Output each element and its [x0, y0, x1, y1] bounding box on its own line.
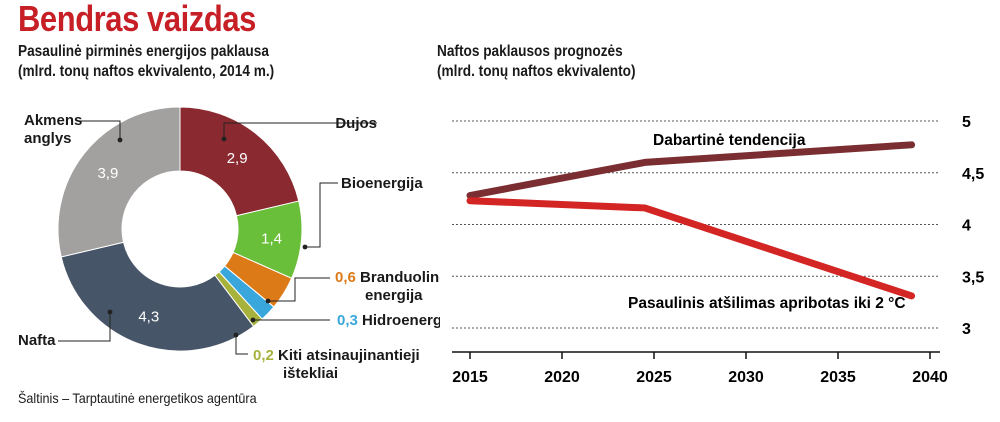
donut-label-gas: Dujos [335, 115, 377, 132]
series-label-trend: Dabartinė tendencija [653, 132, 806, 149]
donut-label-bio: Bioenergija [341, 175, 423, 192]
leader-line-gas [223, 122, 377, 139]
line-chart-units: (mlrd. tonų naftos ekvivalento) [437, 63, 636, 80]
leader-dot-nuclear [265, 298, 271, 304]
x-tick-label: 2015 [452, 369, 488, 386]
line-chart: 3 3,5 4 4,5 5 2015 2020 2025 2030 2035 2040 Dabarti… [452, 114, 984, 386]
line-chart-subtitle: Naftos paklausos prognozės (mlrd. tonų n… [437, 42, 636, 82]
donut-value-bio: 1,4 [261, 230, 282, 247]
y-tick-label: 4 [962, 218, 971, 235]
leader-dot-hydro [250, 317, 256, 323]
source-note: Šaltinis – Tarptautinė energetikos agent… [18, 390, 257, 406]
donut-label-text-coal: Akmens [24, 112, 82, 129]
series-line-climate [466, 197, 916, 300]
donut-label-text-other: ištekliai [283, 365, 338, 382]
donut-chart-title: Pasaulinė pirminės energijos paklausa [18, 43, 269, 60]
leader-line-oil [58, 312, 111, 342]
x-tick-label: 2040 [912, 369, 948, 386]
y-tick-label: 3,5 [962, 269, 984, 286]
donut-value-other: 0,2 [253, 347, 278, 364]
series-label-climate: Pasaulinis atšilimas apribotas iki 2 °C [628, 295, 906, 312]
donut-label-text-coal: anglys [24, 130, 72, 147]
leader-line-nuclear [268, 277, 330, 302]
line-chart-title: Naftos paklausos prognozės [437, 43, 623, 60]
donut-label-text-gas: Dujos [335, 115, 377, 132]
x-tick-label: 2020 [544, 369, 580, 386]
donut-value-oil: 4,3 [138, 309, 159, 326]
x-tick-label: 2035 [820, 369, 856, 386]
x-tick-label: 2025 [636, 369, 672, 386]
donut-label-coal: Akmens anglys [24, 112, 82, 147]
leader-dot-other [233, 332, 239, 338]
donut-value-hydro: 0,3 [337, 312, 362, 329]
donut-label-text-nuclear: energija [365, 287, 423, 304]
page-title: Bendras vaizdas [18, 0, 256, 39]
leader-line-other [235, 335, 248, 355]
x-tick-label: 2030 [728, 369, 764, 386]
donut-slice-gas [179, 106, 300, 217]
leader-line-coal [78, 120, 121, 140]
leader-line-bio [305, 182, 338, 248]
donut-label-text-other: Kiti atsinaujinantieji [278, 347, 420, 364]
donut-slice-coal [57, 106, 181, 258]
donut-chart: 2,9 1,4 4,3 3,9 Dujos Bioenergija 0,6 Branduol… [18, 106, 440, 382]
donut-label-other: 0,2 Kiti atsinaujinantieji ištekliai [253, 347, 420, 382]
leader-dot-bio [302, 244, 308, 250]
series-line-trend [466, 141, 916, 200]
donut-value-gas: 2,9 [227, 150, 248, 167]
leader-dot-oil [107, 309, 113, 315]
y-tick-label: 4,5 [962, 166, 984, 183]
donut-slice-oil [60, 241, 255, 352]
y-tick-label: 3 [962, 321, 971, 338]
donut-chart-units: (mlrd. tonų naftos ekvivalento, 2014 m.) [18, 63, 275, 80]
donut-label-nuclear: 0,6 Branduolinė energija [335, 269, 440, 304]
donut-label-hydro: 0,3 Hidroenergija [337, 312, 440, 329]
donut-value-nuclear: 0,6 [335, 269, 360, 286]
donut-label-text-oil: Nafta [18, 332, 56, 349]
y-tick-label: 5 [962, 114, 971, 131]
leader-dot-gas [221, 136, 227, 142]
donut-label-oil: Nafta [18, 332, 56, 349]
donut-chart-subtitle: Pasaulinė pirminės energijos paklausa (m… [18, 42, 274, 82]
leader-dot-coal [117, 137, 123, 143]
donut-label-text-hydro: Hidroenergija [362, 312, 440, 329]
donut-value-coal: 3,9 [97, 165, 118, 182]
donut-label-text-nuclear: Branduolinė [360, 269, 440, 286]
donut-label-text-bio: Bioenergija [341, 175, 423, 192]
